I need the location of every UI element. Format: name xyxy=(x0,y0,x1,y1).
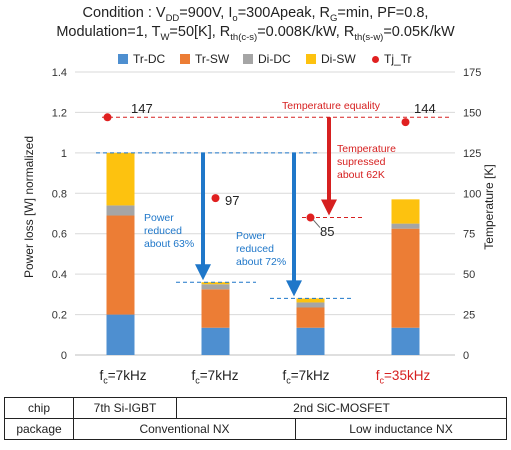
legend-item-tr-dc: Tr-DC xyxy=(118,52,165,66)
bar-segment-tr-dc xyxy=(201,327,230,355)
arrow-power-reduced-63-head xyxy=(195,264,211,281)
table-row-chip: chip 7th Si-IGBT 2nd SiC-MOSFET xyxy=(4,397,507,419)
table-cell-chip-si: 7th Si-IGBT xyxy=(73,397,177,419)
y2-tick-label: 0 xyxy=(463,350,469,362)
condition-line-1: Condition : VDD=900V, Io=300Apeak, RG=mi… xyxy=(82,5,429,24)
tj-point xyxy=(103,113,112,122)
y2-tick-label: 75 xyxy=(463,229,475,241)
bar-segment-tr-sw xyxy=(201,289,230,328)
tj-value-label-2: 97 xyxy=(225,193,240,208)
y2-tick-label: 150 xyxy=(463,107,481,119)
legend-label-di-dc: Di-DC xyxy=(258,52,291,66)
legend-swatch-di-sw xyxy=(306,54,316,64)
arrow-temp-suppressed-head xyxy=(321,199,337,216)
bar-segment-tr-dc xyxy=(391,327,420,355)
y2-tick-label: 100 xyxy=(463,188,481,200)
bar-segment-di-dc xyxy=(106,205,135,216)
table-row-package: package Conventional NX Low inductance N… xyxy=(4,418,507,440)
legend-label-tr-sw: Tr-SW xyxy=(195,52,230,66)
legend-swatch-tr-dc xyxy=(118,54,128,64)
legend-item-tj-tr: Tj_Tr xyxy=(372,52,412,66)
legend-item-di-sw: Di-SW xyxy=(306,52,356,66)
annotation-power-72: Power reduced about 72% xyxy=(236,230,287,268)
legend-label-tr-dc: Tr-DC xyxy=(133,52,166,66)
y-tick-label: 0.8 xyxy=(52,188,67,200)
bar-segment-di-sw xyxy=(296,298,325,303)
legend-label-di-sw: Di-SW xyxy=(321,52,356,66)
table-header-package: package xyxy=(4,418,74,440)
legend-label-tj-tr: Tj_Tr xyxy=(384,52,412,66)
annotation-power-63: Power reduced about 63% xyxy=(144,212,195,250)
y-tick-label: 1 xyxy=(61,148,67,160)
y2-axis-title: Temperature [K] xyxy=(482,164,496,250)
bar-segment-di-sw xyxy=(201,282,230,285)
fc-label-2: fc=7kHz xyxy=(191,368,239,386)
leader-line-85 xyxy=(312,219,321,228)
bar-segment-di-dc xyxy=(296,302,325,308)
fc-label-3: fc=7kHz xyxy=(282,368,330,386)
annotation-temp-suppressed: Temperature supressed about 62K xyxy=(337,143,396,181)
y-tick-label: 0.6 xyxy=(52,229,67,241)
y-tick-label: 0.2 xyxy=(52,310,67,322)
legend-swatch-di-dc xyxy=(243,54,253,64)
legend-dot-tj-tr xyxy=(372,55,379,63)
y2-tick-label: 25 xyxy=(463,310,475,322)
y-tick-label: 0.4 xyxy=(52,269,67,281)
power-loss-chart: 0 0.2 0.4 0.6 0.8 1 1.2 1.4 0 25 50 75 100 125 150 175 xyxy=(52,67,482,362)
bar-segment-tr-dc xyxy=(106,314,135,355)
fc-label-4: fc=35kHz xyxy=(375,368,431,386)
tj-value-label-3: 85 xyxy=(320,224,335,239)
bar-segment-di-sw xyxy=(106,152,135,206)
annotation-temp-equality: Temperature equality xyxy=(282,100,381,112)
tj-point xyxy=(306,213,315,222)
bar-segment-tr-dc xyxy=(296,327,325,355)
bar-segment-tr-sw xyxy=(106,215,135,315)
bar-segment-di-dc xyxy=(391,223,420,229)
y-tick-label: 0 xyxy=(61,350,67,362)
table-cell-chip-sic: 2nd SiC-MOSFET xyxy=(176,397,507,419)
bar-segment-di-dc xyxy=(201,284,230,290)
bar-segment-di-sw xyxy=(391,199,420,224)
y-tick-label: 1.2 xyxy=(52,107,67,119)
tj-value-label-1: 147 xyxy=(131,101,153,116)
fc-label-1: fc=7kHz xyxy=(99,368,147,386)
y2-tick-label: 50 xyxy=(463,269,475,281)
bar-segment-tr-sw xyxy=(391,228,420,328)
table-cell-package-low: Low inductance NX xyxy=(295,418,507,440)
table-cell-package-conv: Conventional NX xyxy=(73,418,296,440)
bar-segment-tr-sw xyxy=(296,307,325,328)
table-header-chip: chip xyxy=(4,397,74,419)
arrow-power-reduced-72-head xyxy=(286,280,302,297)
tj-point xyxy=(211,194,220,203)
legend-item-di-dc: Di-DC xyxy=(243,52,291,66)
y2-tick-label: 125 xyxy=(463,148,481,160)
device-info-table: chip 7th Si-IGBT 2nd SiC-MOSFET package … xyxy=(4,397,507,440)
y2-tick-label: 175 xyxy=(463,67,481,79)
legend-item-tr-sw: Tr-SW xyxy=(180,52,229,66)
tj-value-label-4: 144 xyxy=(414,101,436,116)
condition-line-2: Modulation=1, TW=50[K], Rth(c-s)=0.008K/… xyxy=(56,24,455,43)
legend-swatch-tr-sw xyxy=(180,54,190,64)
tj-point xyxy=(401,118,410,127)
y-axis-title: Power loss [W] normalized xyxy=(22,135,36,279)
y-tick-label: 1.4 xyxy=(52,67,67,79)
